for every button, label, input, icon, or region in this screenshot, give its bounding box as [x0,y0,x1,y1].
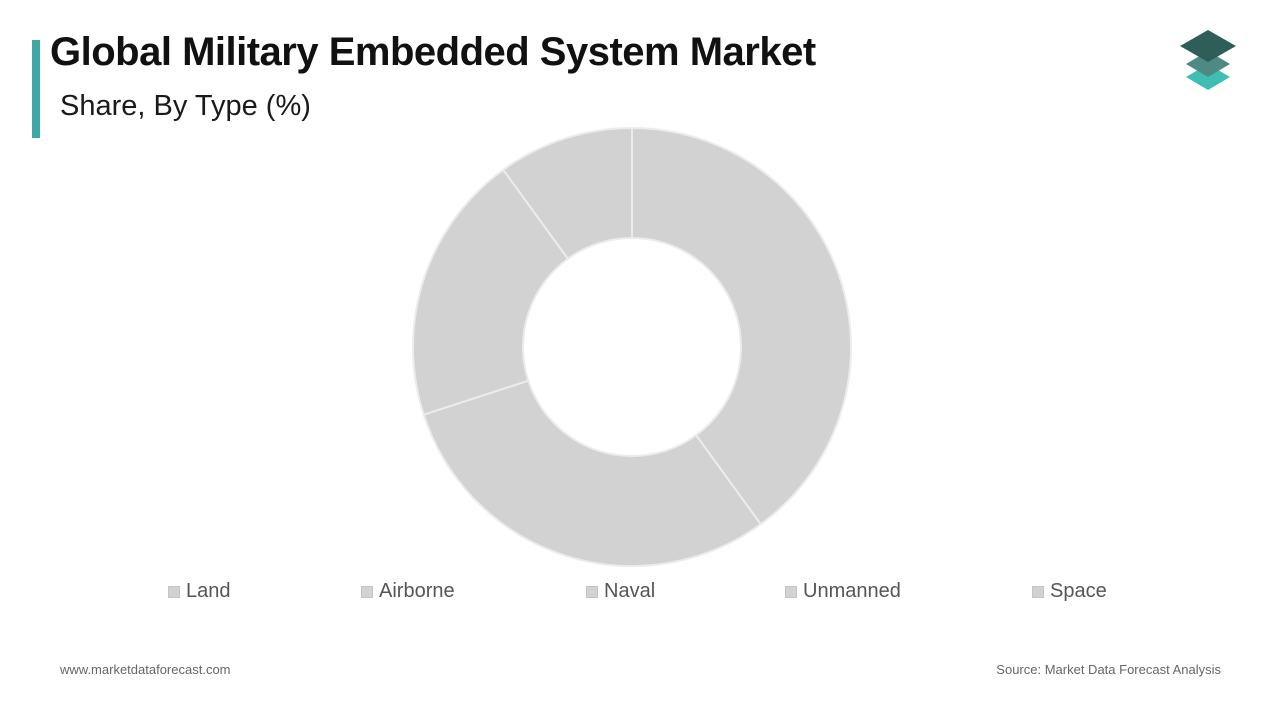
stacked-layers-icon [1180,30,1236,90]
title-accent-bar [32,40,40,138]
legend-item-unmanned: Unmanned [785,580,901,603]
page-title: Global Military Embedded System Market [50,30,816,74]
donut-slice-airborne [422,379,763,567]
page-subtitle: Share, By Type (%) [60,90,311,122]
logo-layer-dark [1180,30,1236,62]
legend-label: Naval [604,580,656,602]
legend-label: Space [1050,580,1107,602]
legend-item-land: Land [168,580,231,603]
legend-swatch [361,585,373,598]
legend-item-space: Space [1032,580,1107,603]
donut-slice-naval [412,168,570,416]
legend-label: Unmanned [803,580,901,602]
legend-swatch [785,585,797,598]
legend-swatch [1032,585,1044,598]
footer-website[interactable]: www.marketdataforecast.com [60,662,231,677]
chart-legend: Land Airborne Naval Unmanned Space [0,580,1280,610]
legend-label: Airborne [379,580,455,602]
legend-item-airborne: Airborne [361,580,455,603]
donut-slice-unmanned [501,126,633,261]
legend-label: Land [186,580,231,602]
footer-source: Source: Market Data Forecast Analysis [996,662,1221,677]
legend-item-naval: Naval [586,580,655,603]
donut-slice-land [631,126,852,526]
legend-swatch [586,585,598,598]
legend-swatch [168,585,180,598]
logo-layer-mid [1186,51,1230,77]
